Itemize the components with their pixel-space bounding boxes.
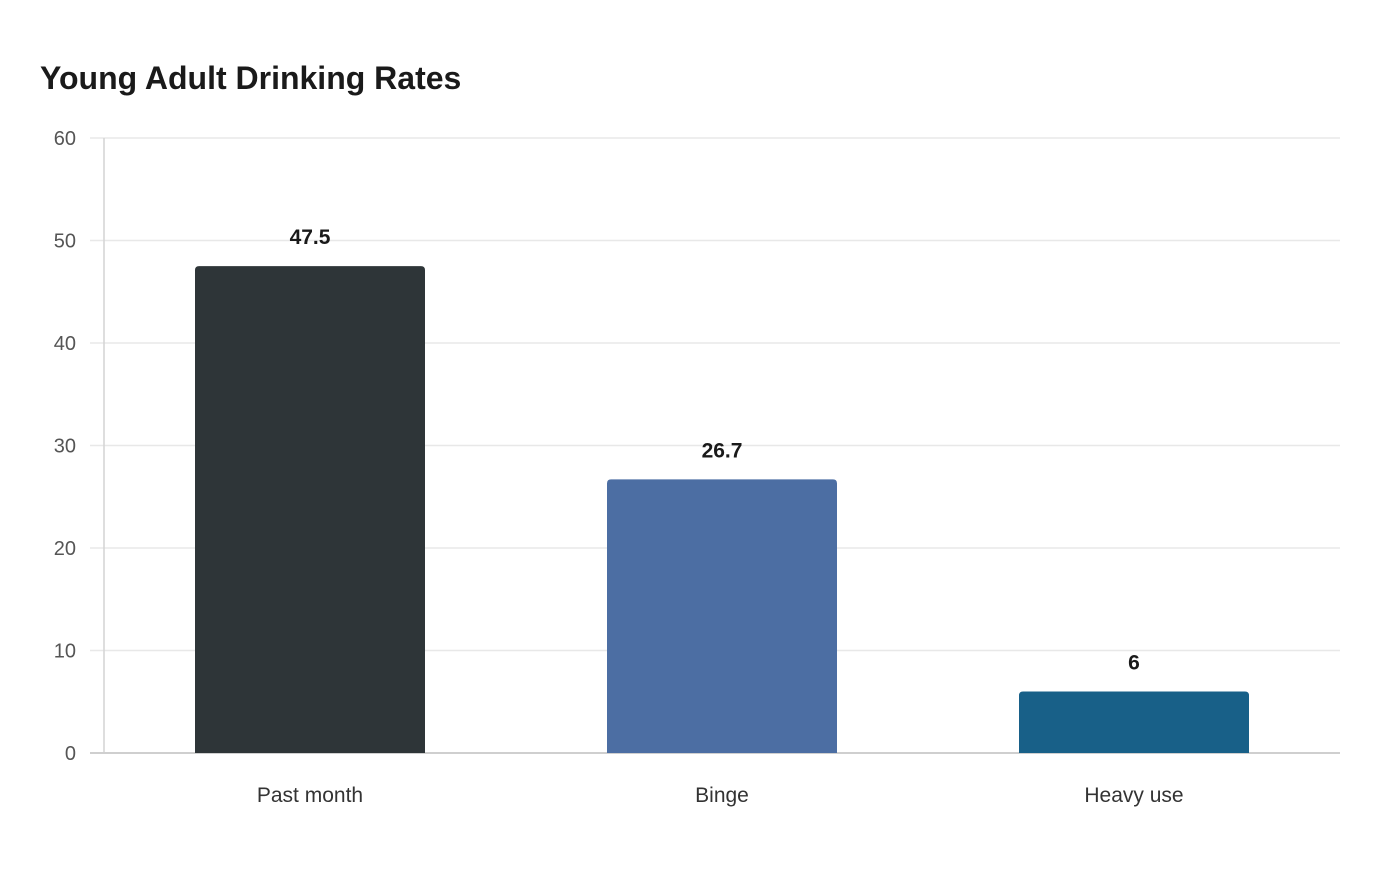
bar-value-label: 47.5	[290, 226, 331, 249]
bar-past-month	[195, 266, 425, 753]
y-tick-label: 50	[54, 231, 76, 253]
x-category-label: Heavy use	[1084, 784, 1183, 807]
y-tick-label: 0	[65, 743, 76, 765]
chart-title: Young Adult Drinking Rates	[40, 60, 462, 96]
bar-value-label: 26.7	[702, 439, 743, 462]
bars	[195, 266, 1249, 753]
y-tick-label: 10	[54, 641, 76, 663]
y-tick-label: 40	[54, 333, 76, 355]
y-tick-labels: 0 10 20 30 40 50 60	[54, 128, 76, 765]
bar-binge	[607, 479, 837, 753]
y-tick-label: 30	[54, 436, 76, 458]
category-labels: Past month Binge Heavy use	[257, 784, 1184, 807]
y-tick-label: 20	[54, 538, 76, 560]
bar-value-label: 6	[1128, 652, 1140, 675]
bar-heavy-use	[1019, 691, 1249, 753]
value-labels: 47.5 26.7 6	[290, 226, 1140, 674]
y-tick-label: 60	[54, 128, 76, 150]
x-category-label: Binge	[695, 784, 749, 807]
x-category-label: Past month	[257, 784, 363, 807]
